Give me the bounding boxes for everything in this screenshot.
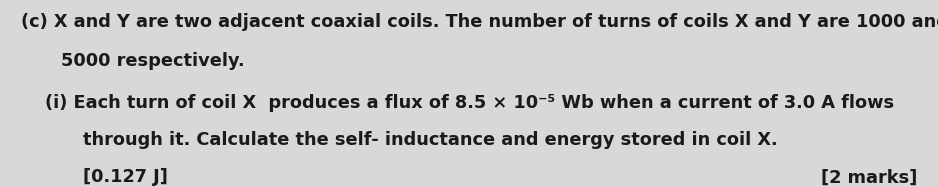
Text: [2 marks]: [2 marks] [821,168,917,186]
Text: 5000 respectively.: 5000 respectively. [61,52,245,70]
Text: (i) Each turn of coil X  produces a flux of 8.5 × 10⁻⁵ Wb when a current of 3.0 : (i) Each turn of coil X produces a flux … [45,94,894,111]
Text: (c) X and Y are two adjacent coaxial coils. The number of turns of coils X and Y: (c) X and Y are two adjacent coaxial coi… [21,13,938,31]
Text: through it. Calculate the self- inductance and energy stored in coil X.: through it. Calculate the self- inductan… [83,131,778,149]
Text: [0.127 J]: [0.127 J] [83,168,167,186]
